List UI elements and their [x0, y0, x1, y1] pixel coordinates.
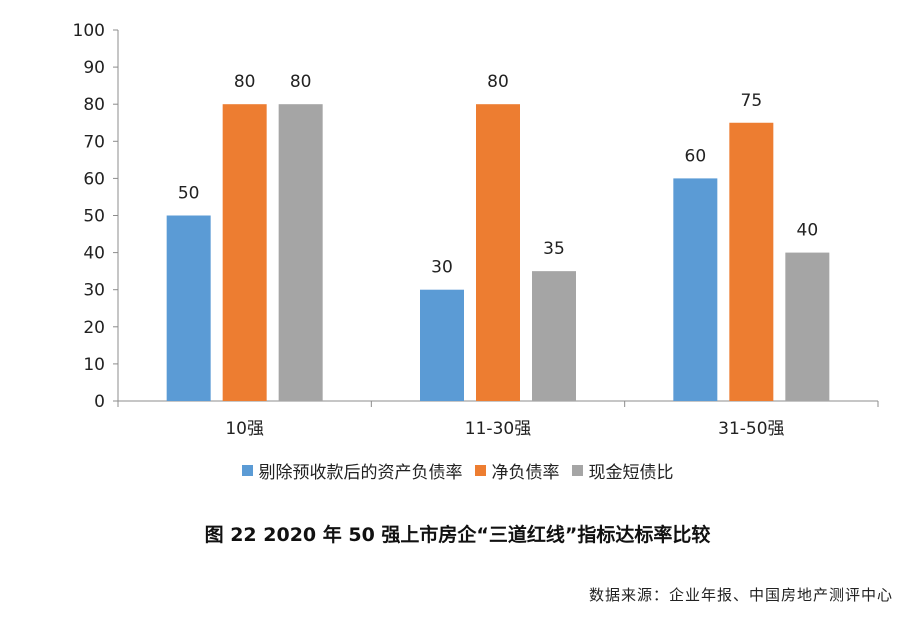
- bar: [476, 104, 520, 401]
- data-label: 80: [234, 72, 256, 92]
- data-label: 35: [543, 239, 565, 259]
- bar: [222, 104, 267, 401]
- data-label: 80: [290, 72, 312, 92]
- bars-group: [166, 104, 830, 401]
- y-tick-label: 80: [83, 95, 105, 115]
- x-tick-label: 10强: [225, 419, 264, 439]
- bar: [785, 252, 830, 401]
- data-label: 75: [741, 91, 763, 111]
- y-tick-label: 70: [83, 132, 105, 152]
- bar: [420, 289, 464, 401]
- legend-label: 剔除预收款后的资产负债率: [258, 463, 463, 483]
- bar-chart: 0 10 20 30 40 50 60 70 80 90 100 10强 11-30强 31-50强 5…: [73, 21, 879, 439]
- y-axis: 0 10 20 30 40 50 60 70 80 90 100: [73, 21, 119, 412]
- y-tick-label: 0: [94, 392, 105, 412]
- y-tick-label: 60: [83, 169, 105, 189]
- x-tick-label: 11-30强: [465, 419, 531, 439]
- data-label: 30: [431, 258, 453, 278]
- legend-swatch: [474, 465, 486, 476]
- chart-legend: 剔除预收款后的资产负债率 净负债率 现金短债比: [0, 458, 915, 483]
- bar: [532, 271, 576, 401]
- legend-item: 现金短债比: [571, 458, 674, 483]
- data-label: 50: [178, 184, 200, 204]
- legend-item: 剔除预收款后的资产负债率: [241, 458, 463, 483]
- data-labels-group: 50 80 80 30 80 35 60 75 40: [178, 72, 818, 278]
- bar: [166, 215, 211, 401]
- data-label: 60: [685, 146, 707, 166]
- bar: [673, 178, 718, 401]
- y-tick-label: 20: [83, 318, 105, 338]
- y-tick-label: 10: [83, 355, 105, 375]
- bar: [729, 122, 774, 401]
- legend-swatch: [571, 465, 583, 476]
- data-label: 80: [487, 72, 509, 92]
- source-note: 数据来源：企业年报、中国房地产测评中心: [588, 586, 893, 604]
- y-tick-label: 40: [83, 244, 105, 264]
- legend-label: 净负债率: [491, 463, 560, 483]
- bar: [278, 104, 323, 401]
- y-tick-label: 90: [83, 58, 105, 78]
- chart-title: 图 22 2020 年 50 强上市房企“三道红线”指标达标率比较: [204, 524, 711, 546]
- legend-label: 现金短债比: [588, 463, 674, 483]
- data-label: 40: [797, 221, 819, 241]
- y-tick-label: 30: [83, 281, 105, 301]
- legend-swatch: [241, 465, 253, 476]
- legend-item: 净负债率: [474, 458, 560, 483]
- x-axis: 10强 11-30强 31-50强: [117, 400, 879, 439]
- y-tick-label: 50: [83, 207, 105, 227]
- x-tick-label: 31-50强: [718, 419, 784, 439]
- y-tick-label: 100: [73, 21, 105, 41]
